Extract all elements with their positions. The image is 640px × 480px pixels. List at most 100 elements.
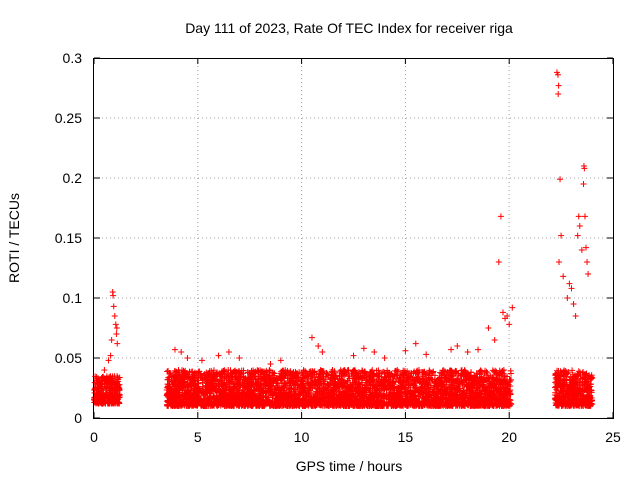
data-point [478,382,485,389]
data-point [187,375,194,382]
data-point [196,400,203,407]
data-point [414,367,421,374]
data-point [235,390,242,397]
data-point [302,373,309,380]
data-point [309,372,316,379]
data-point [213,388,220,395]
data-point [204,382,211,389]
data-point [386,389,393,396]
data-point [216,388,223,395]
data-point [426,402,433,409]
data-point [463,392,470,399]
data-point [321,378,328,385]
data-point [296,402,303,409]
data-point [384,379,391,386]
data-point [258,385,265,392]
data-point [297,381,304,388]
data-point [249,373,256,380]
data-point [324,381,331,388]
data-point [454,401,461,408]
data-point [205,387,212,394]
data-point [373,397,380,404]
data-point [163,387,170,394]
data-point [226,377,233,384]
data-point [452,370,459,377]
data-point [468,369,475,376]
data-point [363,379,370,386]
data-point [448,369,455,376]
data-point [488,387,495,394]
data-point [477,398,484,405]
data-point [411,377,418,384]
data-point [313,379,320,386]
data-point [417,390,424,397]
data-point [269,392,276,399]
data-point [93,387,100,394]
data-point [497,383,504,390]
data-point [264,396,271,403]
data-point [351,393,358,400]
data-point [373,386,380,393]
data-point [497,378,504,385]
data-point [174,387,181,394]
data-point [266,367,273,374]
data-point [437,369,444,376]
data-point [370,395,377,402]
data-point [188,381,195,388]
data-point [500,367,507,374]
data-point [169,383,176,390]
data-point [106,393,113,400]
data-point [235,374,242,381]
data-point [266,367,273,373]
data-point [439,402,446,409]
data-point [484,399,491,406]
data-point [273,376,280,383]
data-point [398,383,405,390]
data-point [307,368,314,375]
data-point [307,378,314,385]
y-axis-label: ROTI / TECUs [6,193,22,283]
data-point [366,386,373,393]
data-point [347,392,354,399]
data-point [180,383,187,390]
data-point [445,391,452,398]
data-point [348,397,355,404]
data-point [224,383,231,390]
data-point [229,396,236,403]
data-point [399,369,406,376]
data-point [254,401,261,408]
data-point [255,369,262,376]
data-point [165,381,172,388]
data-point [286,402,293,409]
data-point [345,367,352,374]
data-point [428,369,435,376]
data-point [341,398,348,405]
data-point [483,402,490,409]
data-point [489,392,496,399]
data-point [380,385,387,392]
data-point [335,379,342,386]
data-point [407,373,414,380]
data-point [226,386,233,393]
data-point [264,400,271,407]
data-point [463,377,470,384]
data-point [207,402,214,409]
chart-title: Day 111 of 2023, Rate Of TEC Index for r… [185,20,513,36]
data-point [219,381,226,388]
data-point [263,377,270,384]
data-point [327,375,334,382]
data-point [201,392,208,399]
data-point [435,402,442,409]
data-point [454,385,461,392]
data-point [276,373,283,380]
data-point [558,388,565,395]
data-point [420,383,427,390]
data-point [400,374,407,381]
data-point [216,370,223,377]
data-point [115,399,122,406]
data-point [258,368,265,375]
data-point [359,367,366,374]
data-point [91,396,98,403]
data-point [287,375,294,382]
